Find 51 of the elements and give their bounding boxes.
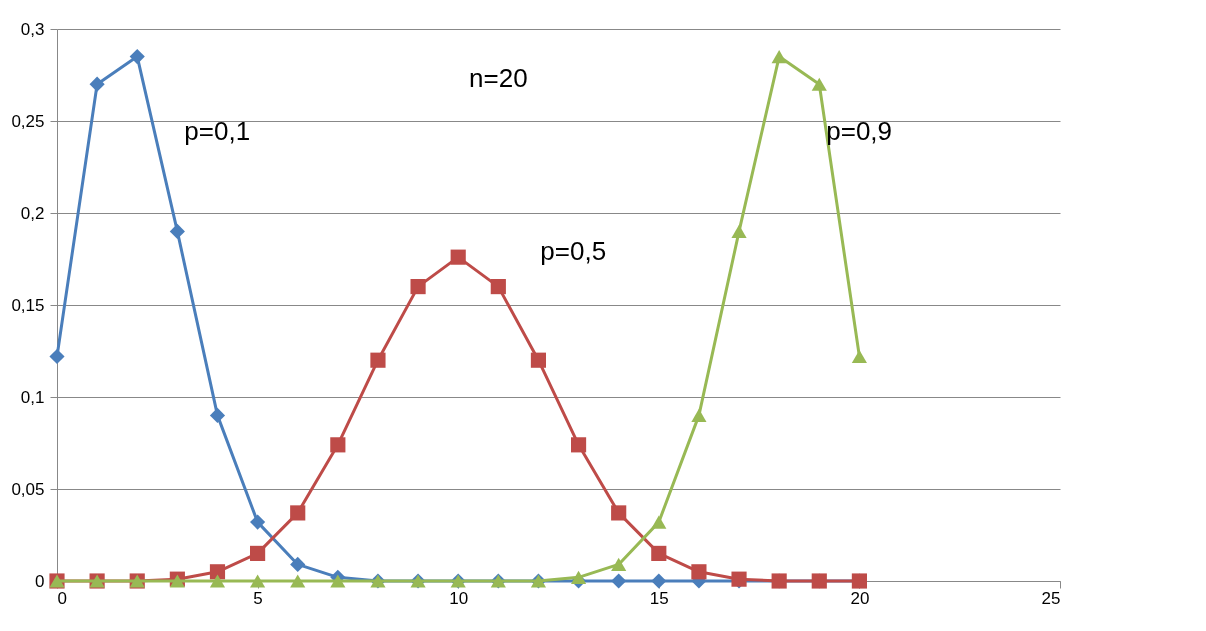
- point: [250, 545, 266, 561]
- point: [651, 515, 667, 529]
- x-tick-label: 15: [649, 588, 669, 608]
- point: [530, 352, 547, 368]
- series-label: p=0,5: [540, 236, 607, 267]
- point: [330, 437, 346, 453]
- point: [691, 408, 707, 422]
- y-tick-label: 0,1: [20, 387, 45, 407]
- x-tick-label: 20: [850, 588, 870, 608]
- y-tick-label: 0,3: [20, 19, 45, 39]
- point: [169, 223, 185, 239]
- y-tick-label: 0,2: [20, 203, 45, 223]
- point: [651, 573, 667, 589]
- point: [410, 279, 426, 295]
- point: [611, 557, 627, 572]
- point: [611, 505, 627, 521]
- point: [209, 574, 226, 588]
- point: [209, 407, 226, 423]
- y-tick-label: 0,05: [11, 479, 45, 499]
- point: [330, 574, 346, 588]
- point: [290, 556, 306, 573]
- series-label: p=0,9: [826, 115, 893, 146]
- point: [209, 564, 226, 580]
- point: [611, 573, 627, 589]
- x-tick-label: 10: [449, 588, 469, 608]
- series-label: p=0,1: [184, 115, 251, 146]
- point: [811, 77, 827, 91]
- point: [129, 49, 145, 65]
- point: [570, 570, 587, 584]
- point: [490, 279, 506, 295]
- point: [651, 545, 667, 561]
- point: [851, 349, 867, 364]
- x-tick-label: 5: [253, 588, 263, 608]
- y-tick-label: 0,15: [11, 295, 45, 315]
- point: [450, 249, 466, 265]
- y-tick-label: 0: [35, 571, 45, 591]
- x-tick-label: 0: [57, 588, 67, 608]
- point: [691, 564, 707, 580]
- point: [250, 574, 266, 588]
- point: [89, 76, 105, 92]
- point: [771, 50, 787, 64]
- point: [250, 514, 266, 530]
- point: [731, 224, 747, 238]
- x-tick-label: 25: [1041, 588, 1061, 608]
- point: [49, 348, 65, 365]
- point: [290, 574, 306, 588]
- point: [570, 437, 587, 453]
- annotation: n=20: [469, 63, 528, 93]
- point: [370, 352, 386, 368]
- point: [290, 505, 306, 521]
- y-tick-label: 0,25: [11, 111, 45, 131]
